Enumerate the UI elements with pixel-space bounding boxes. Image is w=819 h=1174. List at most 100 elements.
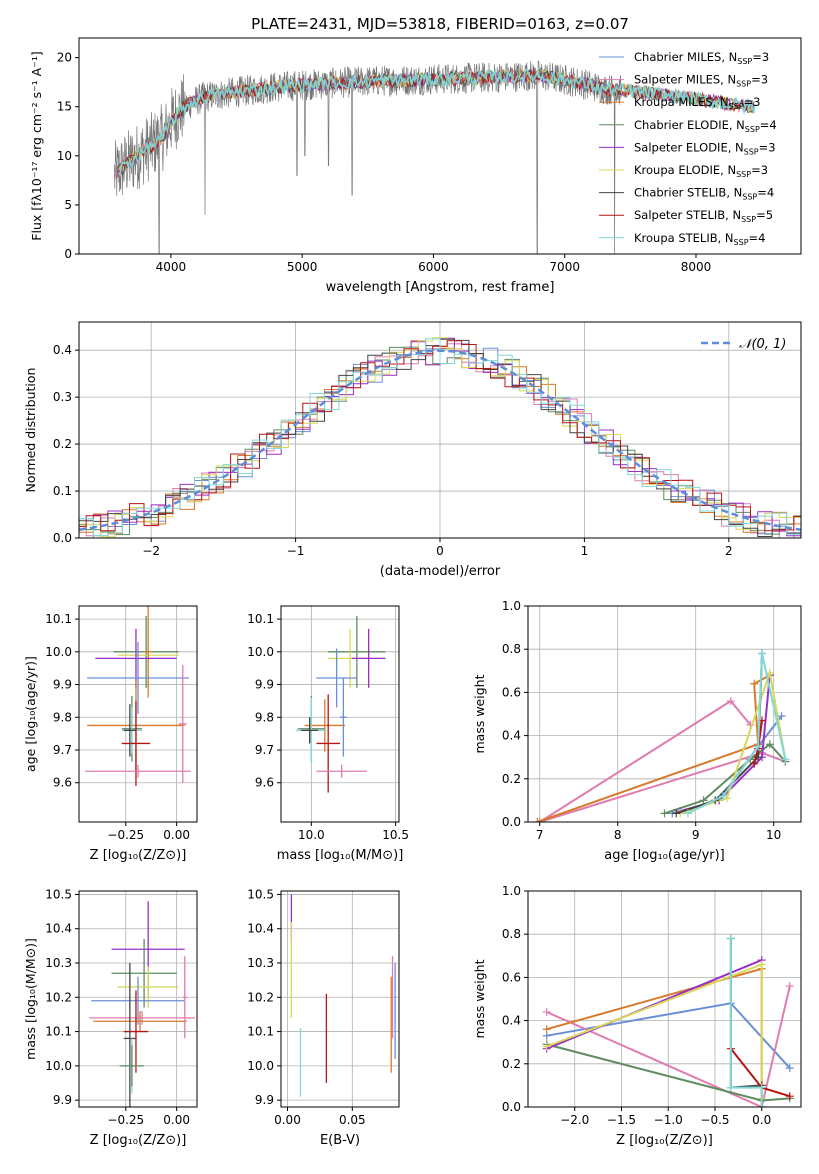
x-tick-label: −2.0 xyxy=(560,1113,589,1127)
legend-entry: Salpeter STELIB, NSSP=5 xyxy=(634,208,773,224)
histogram-series xyxy=(79,338,801,538)
data-point-marker xyxy=(533,818,542,822)
spectrum-model-line xyxy=(117,68,756,178)
y-tick-label: 9.6 xyxy=(53,776,72,790)
chart-mass-vs-ebv: 0.00 0.05 9.9 10.0 10.1 10.2 10.3 10.4 10.5 E(B-V… xyxy=(247,887,400,1148)
mass-weight-series xyxy=(537,674,771,822)
x-tick-label: −0.25 xyxy=(107,828,144,842)
legend: Chabrier MILES, NSSP=3 Salpeter MILES, NS… xyxy=(599,50,777,247)
data-point-marker xyxy=(542,1025,551,1034)
y-tick-label: 10.3 xyxy=(247,956,274,970)
plot-area xyxy=(79,337,801,538)
axes-frame xyxy=(78,37,802,255)
legend-entry: Salpeter ELODIE, NSSP=3 xyxy=(634,140,776,156)
chart-mass-weight-vs-age: 7 8 9 10 0.0 0.2 0.4 0.6 0.8 1.0 age [log₁₀(age/yr… xyxy=(472,599,802,863)
legend-entry: Kroupa ELODIE, NSSP=3 xyxy=(634,163,768,179)
legend-entry: Chabrier ELODIE, NSSP=4 xyxy=(634,118,777,134)
mass-weight-series xyxy=(729,938,762,1089)
y-tick-label: 9.8 xyxy=(53,710,72,724)
y-tick-label: 10.0 xyxy=(45,1059,72,1073)
x-axis-label: wavelength [Angstrom, rest frame] xyxy=(326,280,555,295)
x-axis-label: mass [log₁₀(M/M⊙)] xyxy=(277,848,404,863)
y-tick-label: 10.1 xyxy=(45,1025,72,1039)
data-point-marker xyxy=(683,809,692,818)
mass-weight-series xyxy=(546,967,763,1107)
y-tick-label: 10.3 xyxy=(45,956,72,970)
plot-area xyxy=(542,934,794,1107)
data-point-marker xyxy=(542,1042,551,1051)
y-tick-label: 10.0 xyxy=(247,645,274,659)
x-axis-label: (data-model)/error xyxy=(380,564,501,579)
axes-frame xyxy=(527,890,802,1108)
y-tick-label: 9.9 xyxy=(53,678,72,692)
y-tick-label: 1.0 xyxy=(502,599,521,613)
mass-weight-series xyxy=(546,962,763,1099)
data-point-marker xyxy=(785,1092,794,1101)
y-tick-label: 5 xyxy=(64,198,72,212)
mass-weight-series xyxy=(546,985,791,1107)
legend-entry: 𝒩(0, 1) xyxy=(739,337,786,352)
y-tick-label: 0.4 xyxy=(502,729,521,743)
x-axis-label: E(B-V) xyxy=(320,1133,360,1148)
x-tick-label: 10.0 xyxy=(298,828,325,842)
x-tick-label: 0.00 xyxy=(274,1113,301,1127)
x-tick-label: 7 xyxy=(536,828,544,842)
data-point-marker xyxy=(726,1083,735,1092)
data-point-marker xyxy=(726,934,735,943)
y-tick-label: 9.6 xyxy=(255,776,274,790)
axes-frame xyxy=(78,890,198,1108)
axes-frame xyxy=(280,605,400,823)
data-point-marker xyxy=(754,742,763,751)
histogram-series xyxy=(79,337,801,538)
y-tick-label: 15 xyxy=(57,100,72,114)
data-point-marker xyxy=(757,1103,766,1107)
data-point-marker xyxy=(542,1007,551,1016)
y-tick-label: 0.8 xyxy=(502,642,521,656)
axes-frame xyxy=(280,890,400,1108)
x-tick-label: 10 xyxy=(766,828,781,842)
y-tick-label: 10.0 xyxy=(247,1059,274,1073)
data-point-marker xyxy=(777,712,786,721)
y-tick-label: 0 xyxy=(64,247,72,261)
normal-reference-curve xyxy=(79,349,801,532)
y-tick-label: 9.9 xyxy=(255,1093,274,1107)
y-tick-label: 10.5 xyxy=(247,887,274,901)
mass-weight-series xyxy=(539,699,786,822)
y-tick-label: 0.2 xyxy=(502,1057,521,1071)
chart-mass-vs-Z: −0.25 0.00 9.9 10.0 10.1 10.2 10.3 10.4 10.5 Z [l… xyxy=(23,887,198,1148)
chart-age-vs-Z: −0.25 0.00 9.6 9.7 9.8 9.9 10.0 10.1 Z [log₁₀(Z/… xyxy=(23,605,198,863)
y-axis-label: mass weight xyxy=(472,959,487,1038)
y-tick-label: 0.1 xyxy=(53,484,72,498)
y-tick-label: 10.4 xyxy=(247,922,274,936)
y-axis-label: Flux [fλ10⁻¹⁷ erg cm⁻² s⁻¹ A⁻¹] xyxy=(29,51,44,240)
y-tick-label: 0.2 xyxy=(502,772,521,786)
data-point-marker xyxy=(758,649,766,658)
y-tick-label: 10.1 xyxy=(247,612,274,626)
x-tick-label: 0 xyxy=(436,544,444,558)
y-tick-label: 0.0 xyxy=(502,815,521,829)
plot-area xyxy=(290,894,396,1097)
data-point-marker xyxy=(757,960,766,969)
plot-area xyxy=(533,649,790,822)
x-tick-label: 8 xyxy=(614,828,622,842)
plot-area xyxy=(113,60,756,254)
y-tick-label: 0.2 xyxy=(53,437,72,451)
histogram-series xyxy=(79,340,801,532)
x-tick-label: 0.00 xyxy=(163,828,190,842)
legend-entry: Chabrier MILES, NSSP=3 xyxy=(634,50,769,66)
y-tick-label: 9.7 xyxy=(53,743,72,757)
y-tick-label: 10 xyxy=(57,149,72,163)
y-tick-label: 20 xyxy=(57,51,72,65)
x-tick-label: 8000 xyxy=(681,260,712,274)
data-point-marker xyxy=(785,1064,794,1073)
x-tick-label: −0.25 xyxy=(107,1113,144,1127)
data-point-marker xyxy=(672,809,681,818)
y-tick-label: 9.8 xyxy=(255,710,274,724)
x-tick-label: 10.5 xyxy=(382,828,409,842)
y-tick-label: 9.9 xyxy=(53,1093,72,1107)
y-tick-label: 0.4 xyxy=(53,343,72,357)
data-point-marker xyxy=(785,982,794,991)
y-tick-label: 0.4 xyxy=(502,1014,521,1028)
y-tick-label: 0.6 xyxy=(502,685,521,699)
